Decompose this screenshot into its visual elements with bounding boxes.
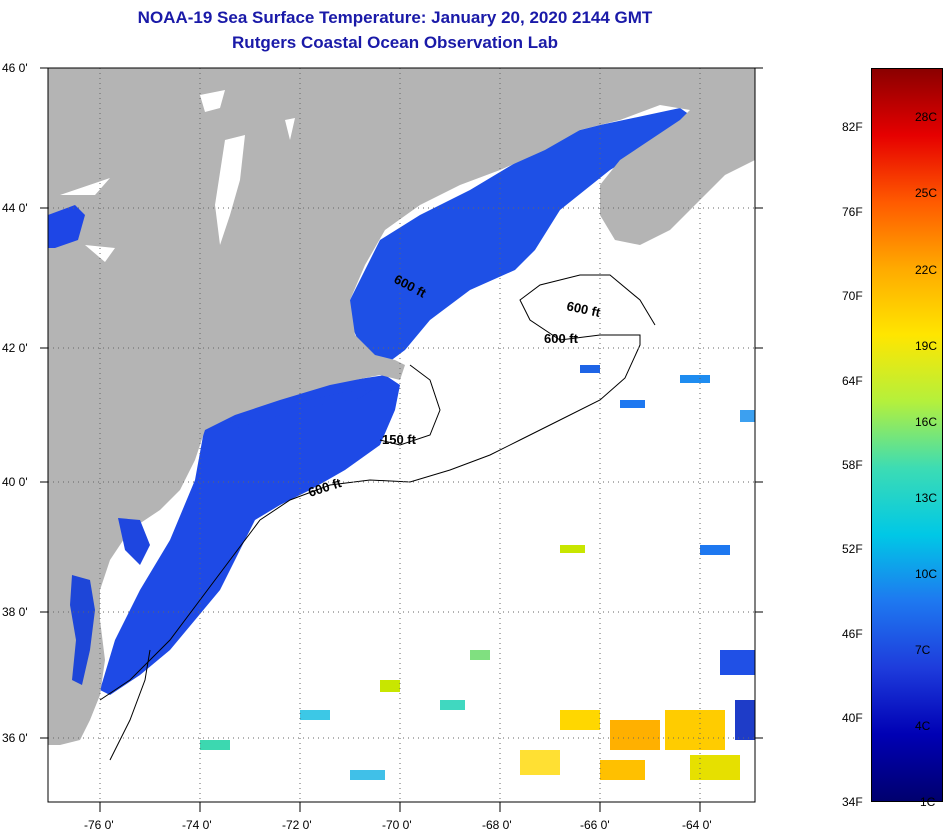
sst-map: 600 ft 600 ft 600 ft 150 ft 600 ft [40,67,763,812]
lat-label-36: 36 0' [2,731,28,745]
colorbar-label-46f: 46F [842,627,863,641]
colorbar-label-28c: 28C [915,110,938,124]
map-frame [47,67,756,803]
lat-label-42: 42 0' [2,341,28,355]
colorbar-gradient [871,68,943,802]
colorbar-label-10c: 10C [915,567,938,581]
lake-ontario [48,205,85,248]
colorbar-label-13c: 13C [915,491,938,505]
bathymetry-contours [99,274,656,761]
axis-ticks [40,67,763,812]
colorbar-label-7c: 7C [915,643,931,657]
contour-label-600ft-c: 600 ft [544,331,579,346]
colorbar-label-70f: 70F [842,289,863,303]
lon-label-70: -70 0' [382,818,412,832]
gulf-stream-warm-patches [200,365,755,780]
long-island-sound [205,390,372,432]
lat-label-44: 44 0' [2,201,28,215]
contour-label-600ft-b: 600 ft [565,298,602,320]
lon-label-68: -68 0' [482,818,512,832]
colorbar-label-76f: 76F [842,205,863,219]
lon-label-66: -66 0' [580,818,610,832]
contour-label-150ft: 150 ft [382,432,417,447]
lat-label-40: 40 0' [2,475,28,489]
lat-label-38: 38 0' [2,605,28,619]
delaware-bay [118,518,150,565]
colorbar-label-52f: 52F [842,542,863,556]
colorbar-label-58f: 58F [842,458,863,472]
colorbar-label-22c: 22C [915,263,938,277]
lon-label-64: -64 0' [682,818,712,832]
colorbar-label-25c: 25C [915,186,938,200]
southern-new-england-shelf-water [100,375,400,695]
colorbar-label-19c: 19C [915,339,938,353]
colorbar-label-1c: 1C [920,795,936,809]
lon-label-72: -72 0' [282,818,312,832]
chesapeake-bay [70,575,95,685]
north-america-land [48,68,755,745]
lat-label-46: 46 0' [2,61,28,75]
colorbar-label-82f: 82F [842,120,863,134]
lon-label-76: -76 0' [84,818,114,832]
map-subtitle: Rutgers Coastal Ocean Observation Lab [232,33,558,52]
map-title: NOAA-19 Sea Surface Temperature: January… [137,8,653,27]
colorbar-label-64f: 64F [842,374,863,388]
colorbar-label-40f: 40F [842,711,863,725]
colorbar-label-16c: 16C [915,415,938,429]
lon-label-74: -74 0' [182,818,212,832]
colorbar-label-34f: 34F [842,795,863,809]
gulf-of-maine-water [345,108,700,365]
colorbar-label-4c: 4C [915,719,931,733]
temperature-colorbar [871,68,943,802]
